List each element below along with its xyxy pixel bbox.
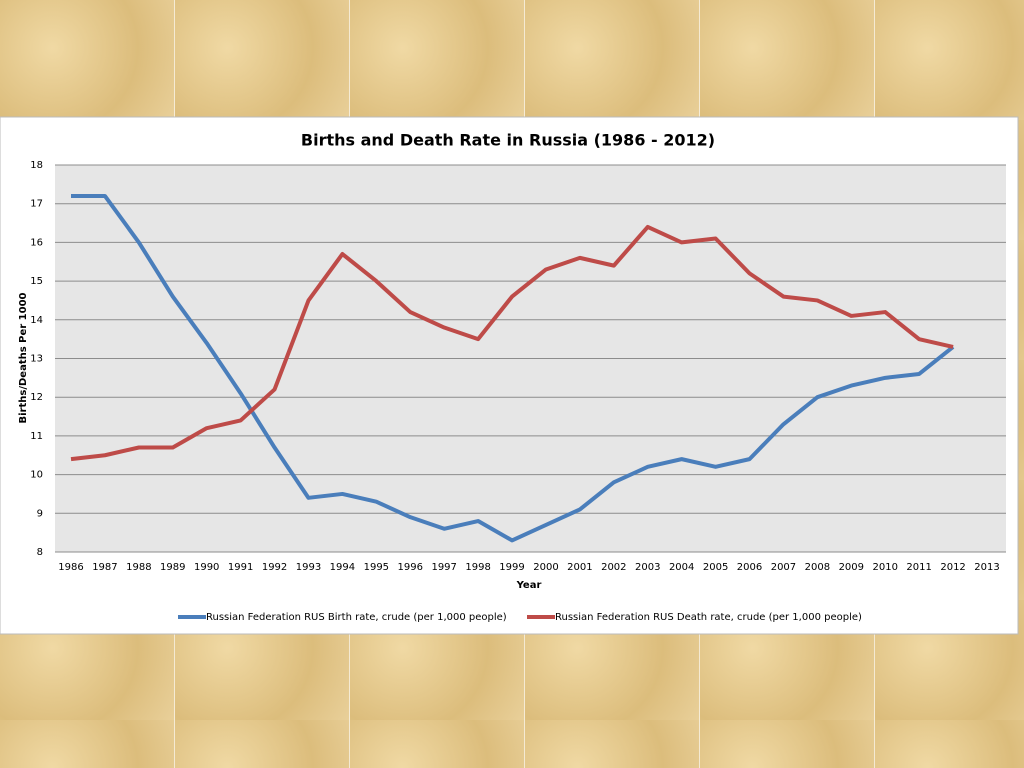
y-tick-label: 14 <box>30 315 43 326</box>
x-tick-label: 2010 <box>872 562 897 573</box>
x-tick-label: 2004 <box>669 562 694 573</box>
x-tick-label: 1997 <box>431 562 456 573</box>
y-tick-label: 13 <box>30 354 43 365</box>
x-tick-label: 1993 <box>296 562 321 573</box>
x-tick-label: 1994 <box>330 562 355 573</box>
x-tick-label: 1998 <box>465 562 490 573</box>
y-tick-label: 8 <box>37 547 43 558</box>
x-tick-label: 2001 <box>567 562 592 573</box>
legend-label: Russian Federation RUS Death rate, crude… <box>555 612 862 623</box>
x-tick-label: 2000 <box>533 562 558 573</box>
y-tick-label: 18 <box>30 160 43 171</box>
chart-title: Births and Death Rate in Russia (1986 - … <box>301 131 715 150</box>
series-line <box>70 224 954 462</box>
x-tick-label: 2003 <box>635 562 660 573</box>
series-line <box>71 193 955 543</box>
x-tick-label: 2011 <box>906 562 931 573</box>
y-tick-label: 15 <box>30 276 43 287</box>
x-tick-label: 1992 <box>262 562 287 573</box>
x-tick-label: 2007 <box>771 562 796 573</box>
x-tick-label: 2009 <box>839 562 864 573</box>
y-tick-label: 11 <box>30 431 43 442</box>
x-tick-label: 2006 <box>737 562 762 573</box>
x-tick-label: 1986 <box>58 562 83 573</box>
x-tick-label: 1989 <box>160 562 185 573</box>
y-tick-label: 17 <box>30 199 43 210</box>
x-tick-label: 1991 <box>228 562 253 573</box>
x-tick-label: 2012 <box>940 562 965 573</box>
x-tick-label: 2008 <box>805 562 830 573</box>
x-tick-label: 1999 <box>499 562 524 573</box>
x-tick-label: 1987 <box>92 562 117 573</box>
x-tick-label: 1995 <box>364 562 389 573</box>
y-tick-label: 16 <box>30 237 43 248</box>
y-tick-label: 10 <box>30 470 43 481</box>
x-tick-label: 2002 <box>601 562 626 573</box>
y-tick-label: 9 <box>37 508 43 519</box>
y-axis-label: Births/Deaths Per 1000 <box>18 292 29 423</box>
x-tick-label: 1990 <box>194 562 219 573</box>
x-tick-label: 2013 <box>974 562 999 573</box>
x-tick-label: 1996 <box>398 562 423 573</box>
x-tick-label: 1988 <box>126 562 151 573</box>
y-tick-label: 12 <box>30 392 43 403</box>
x-tick-label: 2005 <box>703 562 728 573</box>
x-axis-label: Year <box>516 580 542 591</box>
legend-label: Russian Federation RUS Birth rate, crude… <box>206 612 507 623</box>
